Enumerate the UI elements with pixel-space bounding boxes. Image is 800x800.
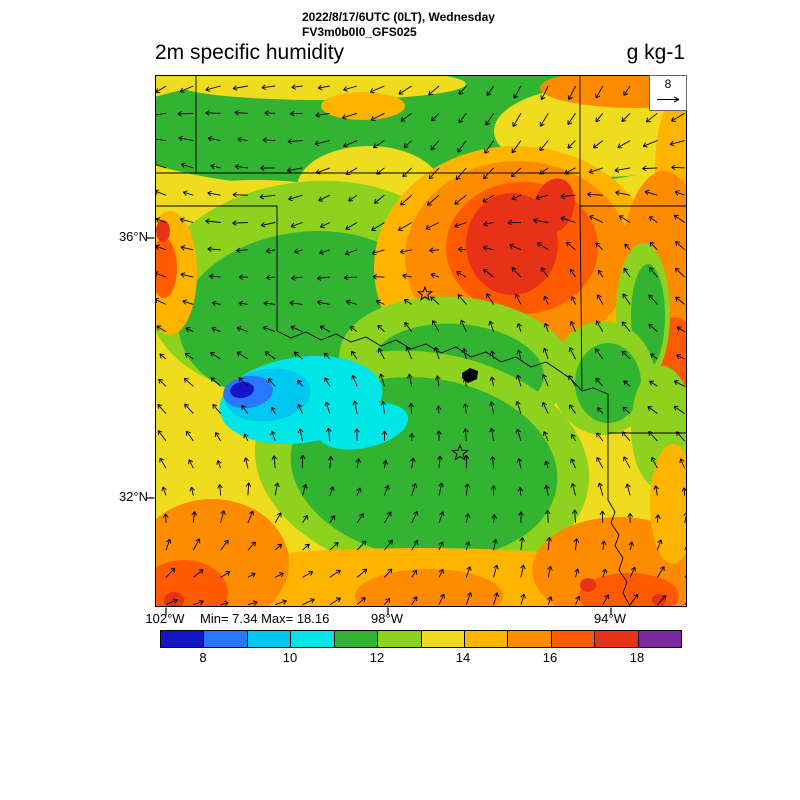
wind-vector-layer — [156, 84, 686, 606]
colorbar-tick-label: 16 — [542, 650, 558, 665]
colorbar-cell — [161, 631, 204, 647]
lon-tick-label-94w: 94°W — [594, 611, 626, 626]
lat-tick-label-32n: 32°N — [118, 489, 148, 504]
colorbar-tick-label: 8 — [199, 650, 207, 665]
star-marker — [416, 285, 434, 301]
colorbar — [160, 630, 682, 648]
units-label: g kg-1 — [626, 41, 685, 64]
lon-tick-label-102w: 102°W — [145, 611, 185, 626]
colorbar-tick-label: 18 — [629, 650, 645, 665]
colorbar-cell — [595, 631, 638, 647]
plot-datetime-title: 2022/8/17/6UTC (0LT), Wednesday — [302, 10, 495, 24]
axis-ticks — [147, 237, 612, 615]
reference-vector-arrow-icon — [657, 96, 680, 103]
colorbar-cell — [638, 631, 682, 647]
map-clip-group — [156, 76, 686, 606]
colorbar-cell — [204, 631, 247, 647]
map-panel — [147, 75, 687, 615]
reference-vector-value: 8 — [664, 77, 672, 91]
colorbar-tick-label: 12 — [369, 650, 385, 665]
minmax-stat-label: Min= 7.34 Max= 18.16 — [200, 611, 330, 626]
colorbar-cell — [334, 631, 378, 647]
filled-location-marker — [462, 368, 478, 383]
colorbar-cell — [291, 631, 334, 647]
colorbar-tick-label: 14 — [455, 650, 471, 665]
marker-layer — [416, 285, 478, 461]
variable-title: 2m specific humidity — [155, 41, 345, 64]
lon-tick-label-98w: 98°W — [371, 611, 403, 626]
colorbar-cell — [378, 631, 421, 647]
colorbar-cell — [464, 631, 508, 647]
colorbar-cell — [247, 631, 291, 647]
colorbar-cell — [421, 631, 464, 647]
state-borders — [156, 76, 686, 606]
plot-model-title: FV3m0b0I0_GFS025 — [302, 25, 417, 39]
humidity-field — [156, 76, 686, 606]
colorbar-cell — [551, 631, 595, 647]
reference-vector-box: 8 — [649, 75, 687, 111]
star-marker — [451, 443, 469, 461]
colorbar-tick-label: 10 — [282, 650, 298, 665]
humidity-map-svg — [147, 76, 686, 615]
colorbar-cell — [508, 631, 551, 647]
lat-tick-label-36n: 36°N — [118, 229, 148, 244]
